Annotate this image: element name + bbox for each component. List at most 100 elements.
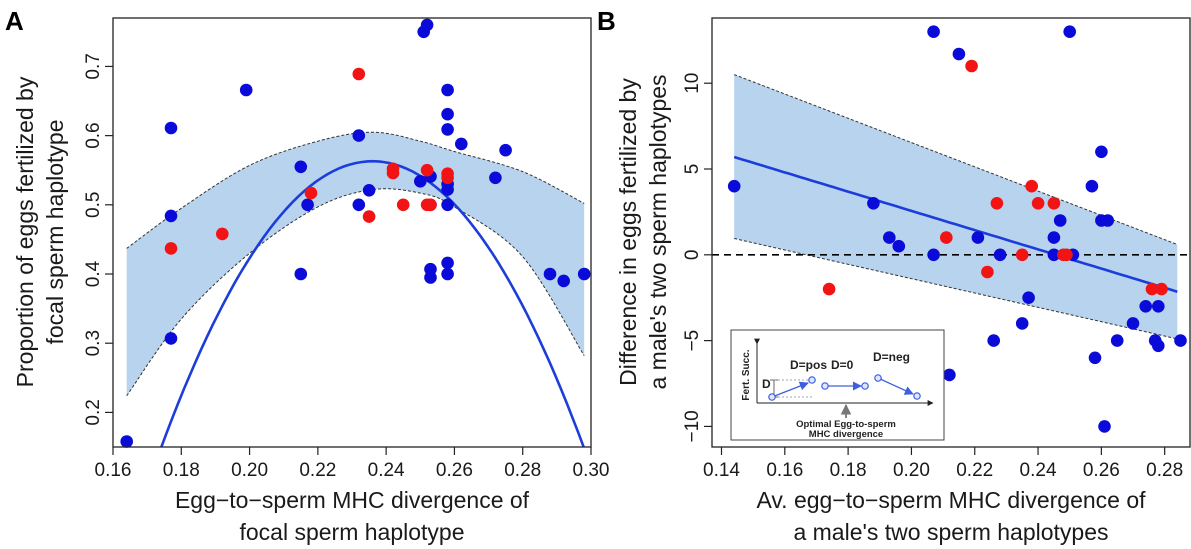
blue-data-point: [1139, 300, 1152, 313]
y-tick-label: −5: [682, 330, 703, 352]
panel-a: A 0.16 0.18 0.20 0.22 0.24 0.26 0.28 0.30 0.20.…: [5, 6, 610, 545]
y-axis-label-line2: a male's two sperm haplotypes: [645, 74, 671, 389]
blue-data-point: [971, 231, 985, 244]
blue-data-point: [362, 184, 376, 197]
blue-data-point: [352, 198, 366, 212]
red-data-point: [216, 227, 229, 241]
inset-arrow-neg: [877, 377, 914, 395]
x-tick-label: 0.30: [573, 460, 610, 481]
blue-data-point: [1101, 214, 1114, 227]
red-data-point: [1060, 248, 1073, 262]
blue-data-point: [239, 83, 253, 97]
scatter-points: [120, 18, 591, 448]
confidence-band: [734, 74, 1178, 340]
blue-data-point: [499, 143, 512, 157]
red-data-point: [1155, 282, 1168, 296]
x-tick-label: 0.24: [1020, 460, 1057, 481]
red-data-point: [424, 198, 437, 212]
x-tick-label: 0.26: [1083, 460, 1120, 481]
blue-data-point: [1063, 25, 1076, 38]
panel-b: B 0.14 0.16 0.18 0.20 0.22 0.24 0.26 0.28 −10 −5…: [597, 6, 1191, 545]
x-tick-label: 0.16: [95, 460, 132, 481]
ci-upper-edge: [126, 131, 585, 249]
blue-data-point: [441, 83, 454, 97]
blue-data-point: [120, 435, 133, 448]
blue-data-point: [414, 175, 427, 188]
inset-frame: [730, 329, 945, 441]
regression-line: [159, 159, 586, 447]
blue-data-point: [1088, 351, 1102, 365]
x-tick-label: 0.28: [1146, 460, 1183, 481]
red-data-point: [352, 67, 366, 81]
y-tick-label: −10: [682, 410, 703, 442]
x-tick-label: 0.22: [299, 460, 336, 481]
red-data-point: [396, 198, 410, 212]
plot-frame: [112, 17, 592, 448]
blue-data-point: [867, 197, 880, 210]
x-axis-label-line1: Egg−to−sperm MHC divergence of: [175, 487, 530, 513]
x-axis-label-line2: a male's two sperm haplotypes: [793, 519, 1108, 545]
red-data-point: [304, 186, 318, 200]
inset-point: [768, 393, 776, 401]
scatter-points: [727, 25, 1187, 433]
blue-data-point: [294, 160, 308, 174]
red-data-point: [1031, 197, 1045, 210]
y-tick-label: 0.4: [83, 260, 104, 287]
blue-data-point: [455, 137, 468, 151]
fit-curve: [159, 159, 586, 447]
regression-line: [733, 155, 1178, 293]
inset-point: [821, 382, 829, 390]
blue-data-point: [1085, 179, 1099, 193]
red-data-point: [965, 59, 978, 73]
red-data-point: [164, 242, 178, 255]
x-axis-ticks: 0.16 0.18 0.20 0.22 0.24 0.26 0.28 0.30: [95, 447, 610, 481]
blue-data-point: [987, 334, 1000, 347]
y-tick-label: 0.3: [83, 330, 104, 356]
inset-point: [913, 392, 921, 400]
blue-data-point: [164, 332, 178, 345]
blue-data-point: [1047, 248, 1061, 262]
inset-point: [874, 374, 882, 382]
x-tick-label: 0.26: [436, 460, 473, 481]
blue-data-point: [952, 47, 966, 61]
y-tick-label: 0.6: [83, 122, 104, 148]
red-data-point: [362, 210, 376, 223]
x-tick-label: 0.22: [956, 460, 993, 481]
y-tick-label: 0.2: [83, 399, 104, 425]
inset-case-neg: D=neg: [873, 350, 910, 364]
red-data-point: [990, 197, 1004, 210]
y-tick-label: 0.7: [83, 53, 104, 79]
red-data-point: [1145, 282, 1159, 296]
red-data-point: [981, 265, 994, 279]
ci-band-fill: [126, 132, 585, 396]
blue-data-point: [993, 248, 1007, 262]
blue-data-point: [1022, 291, 1035, 305]
blue-data-point: [441, 107, 454, 121]
inset-arrow-pos: [771, 381, 809, 398]
ci-band-fill: [734, 74, 1178, 339]
blue-data-point: [294, 267, 308, 281]
blue-data-point: [301, 198, 314, 212]
panel-a-label: A: [5, 6, 24, 36]
x-tick-label: 0.24: [368, 460, 405, 481]
blue-data-point: [1126, 317, 1140, 330]
x-tick-label: 0.16: [766, 460, 803, 481]
blue-data-point: [927, 248, 940, 262]
red-data-point: [420, 163, 434, 177]
x-tick-label: 0.20: [231, 460, 268, 481]
x-tick-label: 0.14: [703, 460, 740, 481]
blue-data-point: [441, 123, 454, 136]
inset-case-pos: D=pos: [790, 358, 827, 372]
blue-data-point: [424, 271, 437, 284]
inset-optimal-label-line2: MHC divergence: [809, 429, 883, 440]
blue-data-point: [441, 198, 454, 212]
blue-data-point: [1152, 339, 1165, 353]
inset-y-label: Fert. Succ.: [741, 349, 752, 400]
x-tick-label: 0.18: [163, 460, 200, 481]
red-data-point: [822, 282, 836, 296]
x-axis-label-line1: Av. egg−to−sperm MHC divergence of: [756, 487, 1146, 513]
blue-data-point: [892, 239, 906, 253]
y-tick-label: 0.5: [83, 192, 104, 218]
red-data-point: [1047, 197, 1061, 210]
